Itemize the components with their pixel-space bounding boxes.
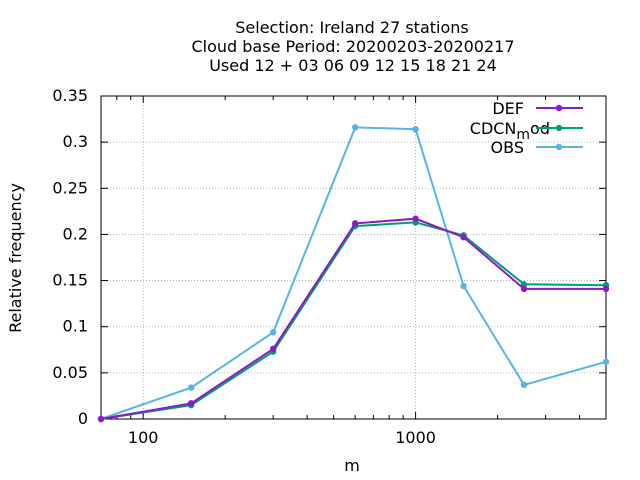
title-line-1: Selection: Ireland 27 stations: [235, 18, 468, 37]
data-point-def: [460, 234, 466, 240]
y-tick-label: 0.35: [52, 86, 88, 105]
y-tick-label: 0.05: [52, 363, 88, 382]
series-line-cdcn-mod: [101, 222, 606, 419]
legend: DEF CDCNmod OBS: [470, 99, 583, 157]
data-point-obs: [460, 283, 466, 289]
data-point-obs: [352, 124, 358, 130]
x-tick-label: 1000: [395, 428, 436, 447]
title-line-2: Cloud base Period: 20200203-20200217: [191, 37, 514, 56]
y-tick-label: 0.2: [63, 224, 88, 243]
legend-label-obs: OBS: [491, 138, 524, 157]
data-point-def: [521, 286, 527, 292]
series-line-obs: [101, 127, 606, 419]
data-point-obs: [188, 384, 194, 390]
series-line-def: [101, 219, 606, 419]
y-axis-label: Relative frequency: [6, 183, 25, 333]
data-point-def: [188, 400, 194, 406]
x-axis-label: m: [344, 456, 360, 475]
y-tick-label: 0.3: [63, 132, 88, 151]
plot-frame: [101, 96, 606, 419]
series-layer: [98, 124, 609, 422]
data-point-def: [270, 346, 276, 352]
data-point-obs: [412, 126, 418, 132]
legend-label-def: DEF: [492, 99, 524, 118]
chart-title: Selection: Ireland 27 stations Cloud bas…: [191, 18, 514, 75]
x-axis-ticks: 100 1000: [101, 96, 606, 447]
y-tick-label: 0.1: [63, 317, 88, 336]
data-point-obs: [270, 329, 276, 335]
y-tick-label: 0.15: [52, 271, 88, 290]
legend-marker-cdcn-mod: [556, 125, 562, 131]
y-tick-label: 0.25: [52, 178, 88, 197]
data-point-def: [98, 416, 104, 422]
title-line-3: Used 12 + 03 06 09 12 15 18 21 24: [209, 56, 497, 75]
legend-marker-def: [556, 105, 562, 111]
data-point-def: [603, 286, 609, 292]
data-point-def: [412, 216, 418, 222]
data-point-def: [352, 220, 358, 226]
legend-marker-obs: [556, 144, 562, 150]
x-tick-label: 100: [128, 428, 159, 447]
data-point-obs: [521, 382, 527, 388]
y-tick-label: 0: [78, 409, 88, 428]
data-point-obs: [603, 359, 609, 365]
grid: [101, 96, 606, 419]
legend-label-cdcn-main: CDCN: [470, 119, 517, 138]
